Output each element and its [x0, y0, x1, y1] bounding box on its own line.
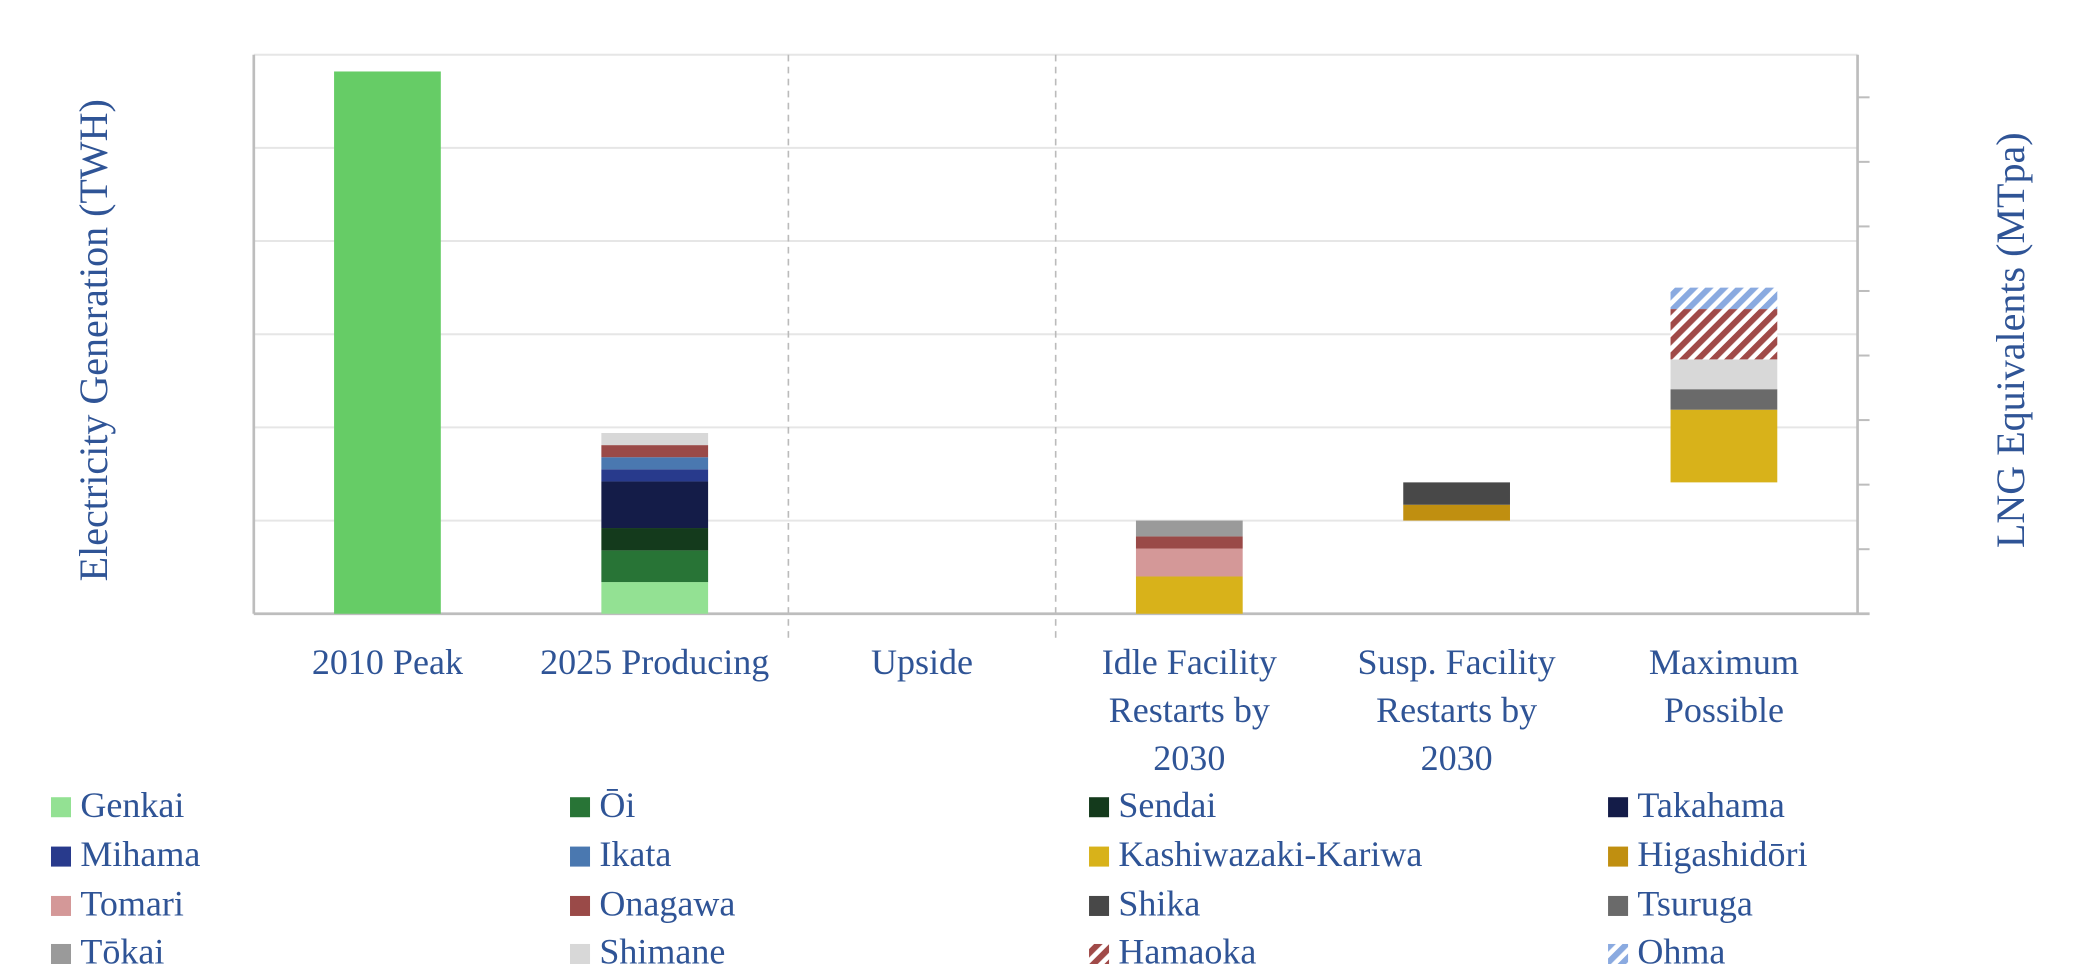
- legend-label: Tomari: [80, 884, 184, 924]
- bar-segment: [1670, 359, 1778, 390]
- x-tick-label-box: 2010 Peak: [311, 641, 463, 682]
- bar-segment: [601, 582, 709, 614]
- legend-label: Onagawa: [599, 884, 735, 924]
- x-tick-label: Upside: [870, 641, 974, 682]
- bar-segment: [1135, 520, 1243, 537]
- legend-label: Higashidōri: [1637, 834, 1807, 874]
- bar-segment: [601, 445, 709, 458]
- bar-segment: [1135, 536, 1243, 549]
- legend-label: Mihama: [80, 834, 200, 874]
- legend-label: Genkai: [80, 785, 184, 825]
- bar-segment: [601, 528, 709, 551]
- x-tick-label: Idle Facility Restarts by 2030: [1101, 641, 1277, 778]
- bar-segment: [1403, 482, 1510, 505]
- x-tick-label-box: Idle Facility Restarts by 2030: [1101, 641, 1277, 778]
- legend-swatch: [1089, 846, 1110, 867]
- bar-segment: [1135, 548, 1243, 577]
- legend-label: Takahama: [1637, 785, 1784, 825]
- bar-segment: [1670, 287, 1778, 310]
- legend-swatch: [1089, 797, 1110, 818]
- y2-axis-title: LNG Equivalents (MTpa): [1988, 132, 2033, 548]
- bar-segment: [601, 550, 709, 583]
- legend-swatch: [1608, 895, 1629, 916]
- x-tick-label-box: Upside: [870, 641, 974, 682]
- bar-segment: [1670, 309, 1778, 360]
- x-tick-label-box: 2025 Producing: [540, 641, 770, 682]
- legend-label: Tsuruga: [1637, 884, 1753, 924]
- legend-swatch: [1608, 846, 1629, 867]
- bar-segment: [1670, 409, 1778, 483]
- legend-swatch: [570, 943, 591, 964]
- legend-swatch: [570, 797, 591, 818]
- legend-swatch: [1608, 797, 1629, 818]
- legend-label: Shika: [1118, 884, 1200, 924]
- legend-swatch: [1089, 943, 1110, 964]
- legend-label: Ohma: [1637, 932, 1725, 972]
- legend-swatch: [50, 846, 72, 867]
- y-axis-title: Electricity Generation (TWH): [71, 99, 116, 581]
- bar-segment: [1670, 389, 1778, 410]
- legend-label: Ikata: [599, 834, 671, 874]
- x-tick-label-box: Susp. Facility Restarts by 2030: [1357, 641, 1556, 778]
- legend-label: Sendai: [1118, 785, 1216, 825]
- legend-label: Hamaoka: [1118, 932, 1256, 972]
- legend-swatch: [50, 895, 72, 916]
- x-tick-label: Maximum Possible: [1648, 641, 1799, 730]
- x-tick-label: 2025 Producing: [540, 641, 770, 682]
- legend-swatch: [50, 797, 72, 818]
- legend-label: Tōkai: [80, 932, 164, 972]
- bar-segment: [1135, 576, 1243, 614]
- legend-swatch: [570, 846, 591, 867]
- bar-segment: [601, 481, 709, 529]
- bar-segment: [601, 432, 709, 446]
- legend-label: Kashiwazaki-Kariwa: [1118, 834, 1422, 874]
- bar-segment: [1403, 504, 1510, 521]
- legend-swatch: [50, 943, 72, 964]
- bar-segment: [601, 469, 709, 482]
- legend-label: Shimane: [599, 932, 725, 972]
- x-tick-label: 2010 Peak: [311, 641, 463, 682]
- x-tick-label: Susp. Facility Restarts by 2030: [1357, 641, 1556, 778]
- x-tick-label-box: Maximum Possible: [1648, 641, 1799, 730]
- legend-label: Ōi: [599, 785, 635, 825]
- legend-swatch: [1089, 895, 1110, 916]
- bar-segment: [601, 457, 709, 470]
- bar-segment: [334, 71, 441, 614]
- legend-swatch: [1608, 943, 1629, 964]
- legend-swatch: [570, 895, 591, 916]
